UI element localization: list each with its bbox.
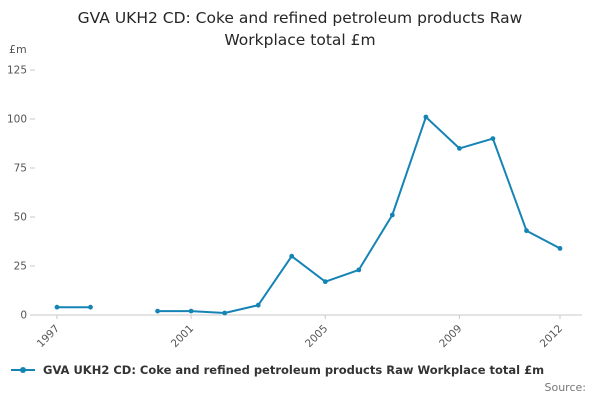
series-line — [56, 116, 561, 314]
y-axis-tick-label: 125 — [7, 65, 27, 77]
y-axis-tick-label: 25 — [14, 261, 27, 273]
x-axis-tick-label: 2009 — [437, 323, 464, 350]
y-axis-tick-label: 50 — [14, 212, 27, 224]
data-point-marker — [188, 308, 194, 314]
y-axis-unit-label: £m — [9, 43, 27, 56]
y-axis-tick-label: 0 — [20, 310, 27, 322]
x-axis-tick-label: 2005 — [303, 323, 330, 350]
data-point-marker — [490, 136, 496, 141]
data-point-marker — [54, 304, 60, 310]
line-chart-canvas: 0 25 50 75 100 125 1997 2001 2005 2009 2012 — [7, 65, 582, 350]
x-axis-tick-label: 2001 — [169, 323, 196, 350]
data-point-marker — [524, 228, 529, 234]
legend-item[interactable]: GVA UKH2 CD: Coke and refined petroleum … — [10, 363, 544, 377]
data-point-marker — [155, 308, 161, 314]
y-axis-tick-label: 75 — [14, 163, 27, 175]
data-point-marker — [356, 267, 362, 273]
data-point-marker — [322, 279, 328, 285]
data-point-marker — [88, 304, 93, 310]
legend-marker — [11, 367, 35, 373]
legend-label: GVA UKH2 CD: Coke and refined petroleum … — [43, 363, 545, 377]
x-axis-tick-label: 2012 — [538, 323, 565, 350]
data-point-marker — [457, 146, 462, 151]
data-point-marker — [255, 302, 261, 308]
y-axis-tick-label: 100 — [7, 114, 27, 126]
data-point-marker — [389, 212, 395, 218]
source-label: Source: — [544, 381, 587, 394]
x-axis-tick-label: 1997 — [35, 323, 62, 350]
data-point-marker — [222, 310, 228, 316]
chart-title: GVA UKH2 CD: Coke and refined petroleum … — [77, 9, 523, 49]
data-point-marker — [289, 253, 295, 259]
data-point-marker — [423, 114, 429, 120]
data-point-marker — [557, 246, 563, 251]
